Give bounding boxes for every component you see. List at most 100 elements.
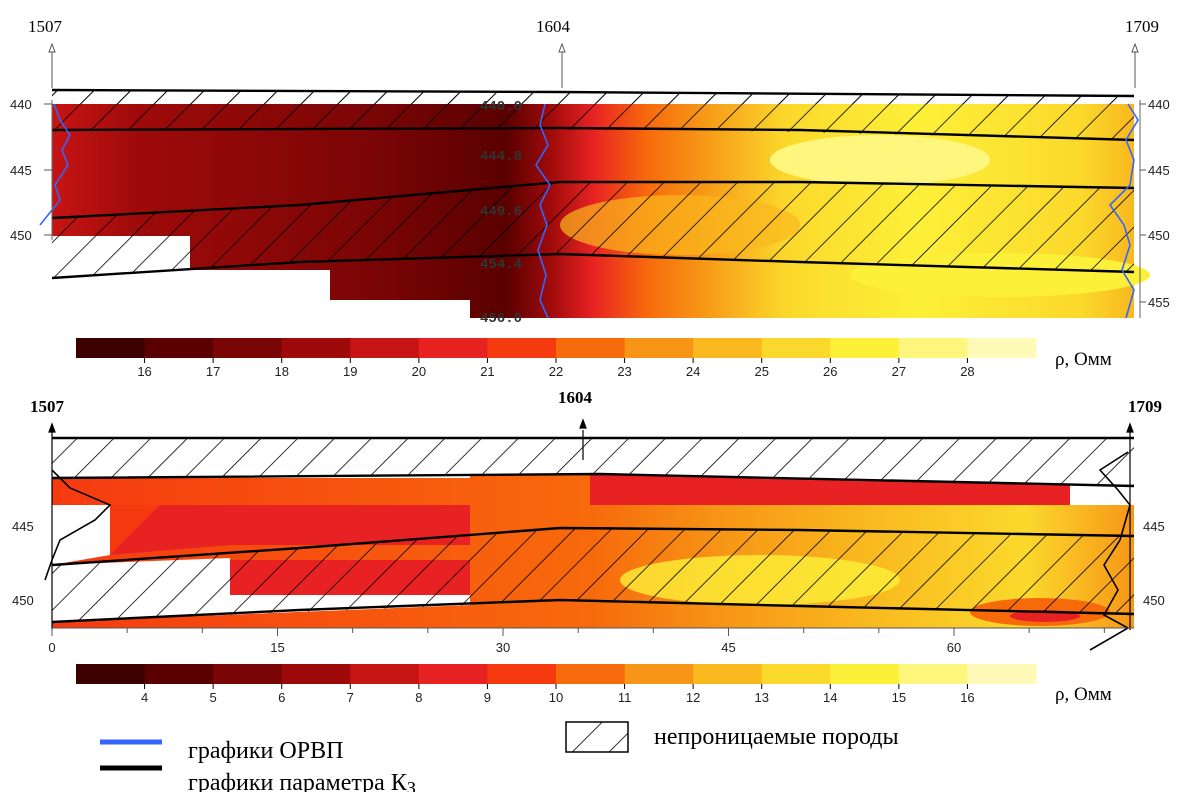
top-y-tick-left: 445 xyxy=(10,163,32,178)
bottom-colorbar-swatch xyxy=(213,664,283,684)
top-colorbar-swatch xyxy=(418,338,488,358)
bottom-impermeable-layers xyxy=(52,438,1134,622)
bottom-well-1604: 1604 xyxy=(558,388,593,407)
bottom-well-1709: 1709 xyxy=(1128,397,1162,416)
top-section: 440.0 444.8 449.6 454.4 456.0 1507 1604 … xyxy=(10,17,1170,379)
bottom-y-tick-left: 445 xyxy=(12,519,34,534)
bottom-well-markers xyxy=(48,418,1134,630)
top-colorbar-swatch xyxy=(144,338,214,358)
top-y-tick-left: 440 xyxy=(10,97,32,112)
bottom-colorbar-swatch xyxy=(76,664,146,684)
top-y-tick-right: 450 xyxy=(1148,228,1170,243)
top-well-1709: 1709 xyxy=(1125,17,1159,36)
top-colorbar-tick-label: 20 xyxy=(412,364,426,379)
bottom-colorbar-swatch xyxy=(898,664,968,684)
top-y-ticks: 440 440 445 445 450 450 455 xyxy=(10,97,1170,310)
top-colorbar-tick-label: 22 xyxy=(549,364,563,379)
bottom-colorbar-tick-label: 10 xyxy=(549,690,563,705)
bottom-y-ticks: 445 445 450 450 xyxy=(12,519,1165,608)
depth-label-1: 440.0 xyxy=(480,99,522,115)
depth-label-5: 456.0 xyxy=(480,311,522,327)
top-colorbar-swatch xyxy=(761,338,831,358)
top-colorbar-swatch xyxy=(830,338,900,358)
top-colorbar-tick-label: 26 xyxy=(823,364,837,379)
bottom-colorbar-tick-label: 5 xyxy=(210,690,217,705)
bottom-colorbar-swatch xyxy=(967,664,1037,684)
bottom-x-tick-label: 0 xyxy=(48,640,55,655)
bottom-kz-boundaries xyxy=(51,436,1135,624)
bottom-x-tick-label: 60 xyxy=(947,640,961,655)
legend-kz-subscript: З xyxy=(407,778,416,792)
top-colorbar-tick-label: 27 xyxy=(892,364,906,379)
bottom-colorbar-swatch xyxy=(418,664,488,684)
legend-hatch-swatch xyxy=(565,721,629,753)
legend-kz-label: графики параметра КЗ xyxy=(188,770,416,792)
top-colorbar-swatch xyxy=(693,338,763,358)
legend-orvp-label: графики ОРВП xyxy=(188,738,343,764)
bottom-colorbar-tick-label: 7 xyxy=(347,690,354,705)
top-kz-boundaries xyxy=(51,88,1135,280)
depth-label-4: 454.4 xyxy=(480,257,522,273)
top-colorbar-swatch xyxy=(76,338,146,358)
bottom-colorbar-unit: ρ, Омм xyxy=(1055,684,1112,705)
bottom-colorbar-tick-label: 12 xyxy=(686,690,700,705)
top-colorbar: 16 17 18 19 20 21 22 23 24 25 26 27 28 xyxy=(76,338,1037,379)
top-y-tick-right: 440 xyxy=(1148,97,1170,112)
top-colorbar-tick-label: 21 xyxy=(480,364,494,379)
bottom-y-tick-right: 450 xyxy=(1143,593,1165,608)
top-y-tick-right: 445 xyxy=(1148,163,1170,178)
top-depth-labels: 440.0 444.8 449.6 454.4 456.0 xyxy=(480,99,522,327)
bottom-x-ticks: 0 15 30 45 60 xyxy=(48,628,1105,655)
top-colorbar-swatch xyxy=(898,338,968,358)
bottom-colorbar-swatch xyxy=(350,664,420,684)
bottom-colorbar-tick-label: 4 xyxy=(141,690,148,705)
bottom-colorbar-tick-label: 6 xyxy=(278,690,285,705)
bottom-colorbar-swatch xyxy=(693,664,763,684)
top-colorbar-swatch xyxy=(556,338,626,358)
bottom-colorbar-tick-label: 15 xyxy=(892,690,906,705)
bottom-x-tick-label: 45 xyxy=(721,640,735,655)
bottom-colorbar-tick-label: 9 xyxy=(484,690,491,705)
top-colorbar-swatch xyxy=(967,338,1037,358)
bottom-colorbar-tick-label: 8 xyxy=(415,690,422,705)
top-y-tick-left: 450 xyxy=(10,228,32,243)
top-colorbar-tick-label: 23 xyxy=(617,364,631,379)
legend: графики ОРВП графики параметра КЗ непрон… xyxy=(100,721,899,792)
bottom-colorbar-tick-label: 13 xyxy=(754,690,768,705)
bottom-colorbar-tick-label: 11 xyxy=(618,690,632,705)
bottom-colorbar-swatch xyxy=(761,664,831,684)
legend-impermeable-label: непроницаемые породы xyxy=(654,724,899,750)
top-colorbar-swatch xyxy=(213,338,283,358)
top-colorbar-tick-label: 28 xyxy=(960,364,974,379)
top-colorbar-swatch xyxy=(487,338,557,358)
top-y-tick-right: 455 xyxy=(1148,295,1170,310)
bottom-well-1507: 1507 xyxy=(30,397,65,416)
top-colorbar-swatch xyxy=(350,338,420,358)
bottom-colorbar-tick-label: 16 xyxy=(960,690,974,705)
bottom-x-tick-label: 30 xyxy=(496,640,510,655)
bottom-colorbar: 4 5 6 7 8 9 10 11 12 13 14 15 16 xyxy=(76,664,1037,705)
top-colorbar-swatch xyxy=(281,338,351,358)
top-colorbar-tick-label: 25 xyxy=(754,364,768,379)
bottom-colorbar-swatch xyxy=(830,664,900,684)
top-well-1604: 1604 xyxy=(536,17,571,36)
top-colorbar-unit: ρ, Омм xyxy=(1055,349,1112,370)
bottom-colorbar-swatch xyxy=(144,664,214,684)
bottom-colorbar-tick-label: 14 xyxy=(823,690,837,705)
top-colorbar-tick-label: 17 xyxy=(206,364,220,379)
top-colorbar-swatch xyxy=(624,338,694,358)
bottom-colorbar-swatch xyxy=(487,664,557,684)
top-colorbar-tick-label: 24 xyxy=(686,364,700,379)
top-colorbar-tick-label: 18 xyxy=(274,364,288,379)
depth-label-3: 449.6 xyxy=(480,204,522,220)
bottom-colorbar-swatch xyxy=(556,664,626,684)
bottom-colorbar-swatch xyxy=(281,664,351,684)
top-colorbar-tick-label: 16 xyxy=(137,364,151,379)
top-impermeable-layers xyxy=(52,90,1134,278)
top-well-markers xyxy=(48,42,1139,88)
legend-kz-text: графики параметра К xyxy=(188,770,408,792)
top-well-1507: 1507 xyxy=(28,17,63,36)
depth-label-2: 444.8 xyxy=(480,149,522,165)
